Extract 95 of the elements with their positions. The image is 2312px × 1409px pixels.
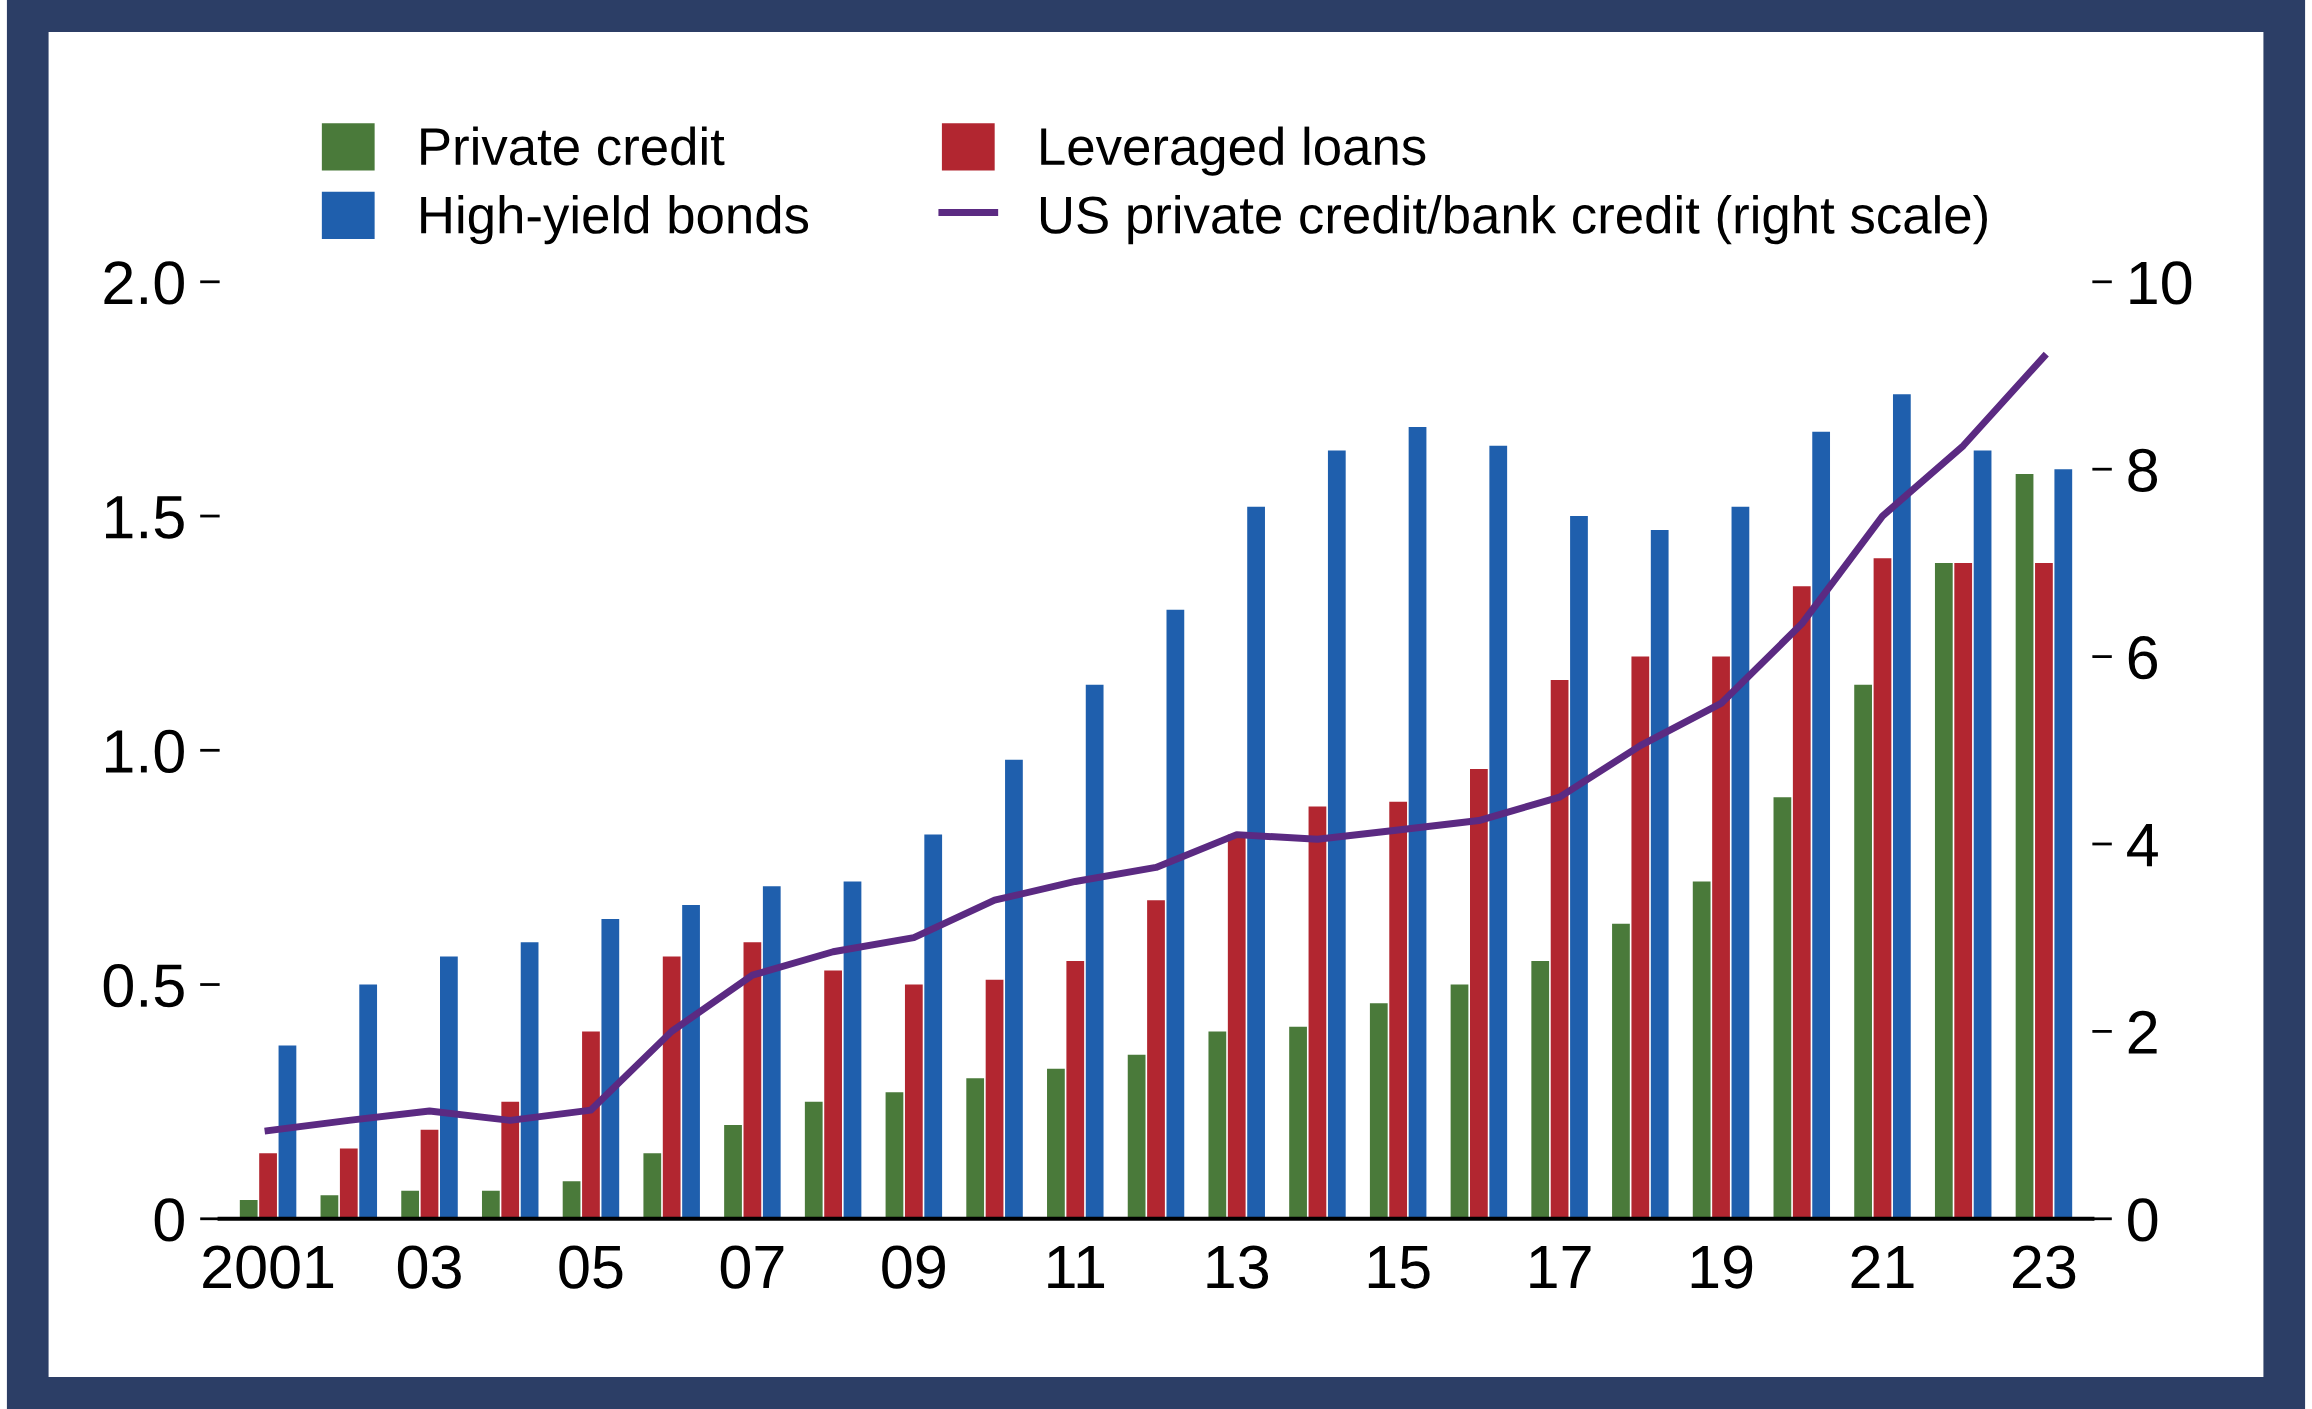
x-tick-label: 13 bbox=[1207, 1245, 1269, 1289]
bar bbox=[1489, 445, 1508, 1219]
bar bbox=[885, 1092, 904, 1219]
y-tick-label: 1.5 bbox=[106, 496, 184, 539]
bar bbox=[1005, 759, 1023, 1219]
y2-tick-label: 2 bbox=[2128, 1010, 2157, 1054]
y-tick-label: 2.0 bbox=[104, 261, 184, 305]
bar bbox=[762, 886, 781, 1219]
bar bbox=[582, 1031, 600, 1219]
x-tick-label: 15 bbox=[1368, 1246, 1430, 1289]
bar bbox=[1773, 797, 1792, 1219]
bar bbox=[985, 979, 1004, 1219]
y-tick-label: 0 bbox=[154, 1198, 184, 1242]
bar bbox=[501, 1101, 520, 1219]
bar bbox=[1612, 923, 1630, 1219]
bar bbox=[1873, 558, 1892, 1219]
bar bbox=[1531, 961, 1550, 1219]
bar bbox=[643, 1153, 662, 1219]
y2-tick-label: 10 bbox=[2130, 261, 2192, 305]
y2-tick-label: 4 bbox=[2127, 824, 2158, 867]
x-tick-label: 21 bbox=[1851, 1245, 1914, 1289]
x-tick-label: 19 bbox=[1691, 1245, 1753, 1289]
bar bbox=[662, 956, 681, 1219]
x-tick-label: 07 bbox=[720, 1245, 784, 1289]
bar bbox=[743, 942, 762, 1219]
y-tick-label: 1.0 bbox=[106, 729, 184, 774]
bar bbox=[1692, 881, 1711, 1219]
bar bbox=[1247, 506, 1265, 1219]
bar bbox=[1631, 656, 1650, 1219]
legend-label: Private credit bbox=[421, 126, 725, 166]
bar bbox=[1066, 961, 1085, 1219]
bar bbox=[1792, 586, 1811, 1219]
bar bbox=[420, 1129, 439, 1219]
bar bbox=[1389, 801, 1408, 1219]
bar bbox=[924, 834, 943, 1219]
bar bbox=[1450, 984, 1469, 1219]
x-tick-label: 11 bbox=[1048, 1246, 1105, 1289]
bar bbox=[1470, 769, 1488, 1219]
x-tick-label: 05 bbox=[559, 1245, 623, 1289]
y2-tick-label: 8 bbox=[2128, 448, 2158, 492]
bar bbox=[1712, 656, 1730, 1219]
bar bbox=[1934, 562, 1953, 1219]
bar bbox=[682, 904, 700, 1219]
bar bbox=[1812, 431, 1831, 1219]
bar bbox=[824, 970, 842, 1219]
bar bbox=[1047, 1068, 1065, 1219]
bar bbox=[1127, 1054, 1146, 1219]
bar bbox=[359, 984, 378, 1219]
x-tick-label: 23 bbox=[2013, 1245, 2076, 1289]
bar bbox=[2035, 562, 2053, 1219]
bar bbox=[966, 1078, 985, 1219]
bar bbox=[1147, 900, 1165, 1219]
bar bbox=[1954, 562, 1973, 1219]
y2-tick-label: 0 bbox=[2128, 1198, 2158, 1242]
bar bbox=[1550, 680, 1569, 1219]
bar bbox=[2054, 469, 2073, 1219]
x-tick-label: 17 bbox=[1530, 1246, 1591, 1289]
bar bbox=[724, 1125, 742, 1219]
legend-label: High-yield bonds bbox=[421, 195, 809, 245]
bar bbox=[601, 918, 620, 1219]
bar bbox=[520, 942, 539, 1219]
bar bbox=[1208, 1031, 1227, 1219]
bar bbox=[320, 1195, 339, 1219]
legend-label: Leveraged loans bbox=[1041, 126, 1426, 176]
bar bbox=[562, 1181, 581, 1219]
bar bbox=[481, 1190, 500, 1219]
bar bbox=[339, 1148, 358, 1219]
bar bbox=[1327, 450, 1346, 1219]
bar bbox=[1570, 516, 1588, 1219]
bar bbox=[401, 1190, 420, 1219]
bar bbox=[1892, 394, 1911, 1219]
bar bbox=[904, 984, 923, 1219]
bar bbox=[239, 1200, 258, 1219]
bar bbox=[278, 1045, 297, 1219]
bar bbox=[1854, 684, 1872, 1219]
x-tick-label: 03 bbox=[397, 1245, 461, 1289]
bar bbox=[1085, 684, 1104, 1219]
bar bbox=[440, 956, 458, 1219]
bar bbox=[1166, 609, 1185, 1219]
y2-tick-label: 6 bbox=[2128, 636, 2157, 680]
bar bbox=[1369, 1003, 1388, 1219]
bar bbox=[1289, 1026, 1307, 1219]
bar bbox=[259, 1153, 277, 1219]
x-tick-label: 09 bbox=[882, 1245, 945, 1289]
y-tick-label: 0.5 bbox=[103, 964, 184, 1008]
bar bbox=[1308, 806, 1327, 1219]
x-tick-label: 2001 bbox=[203, 1245, 334, 1289]
bar bbox=[804, 1101, 823, 1219]
bar bbox=[1731, 506, 1750, 1219]
bar bbox=[843, 881, 862, 1219]
bar bbox=[1650, 530, 1669, 1219]
bar bbox=[1973, 450, 1992, 1219]
bar bbox=[2015, 473, 2034, 1219]
legend-label: US private credit/bank credit (right scale) bbox=[1040, 195, 1987, 245]
bar bbox=[1408, 427, 1427, 1219]
